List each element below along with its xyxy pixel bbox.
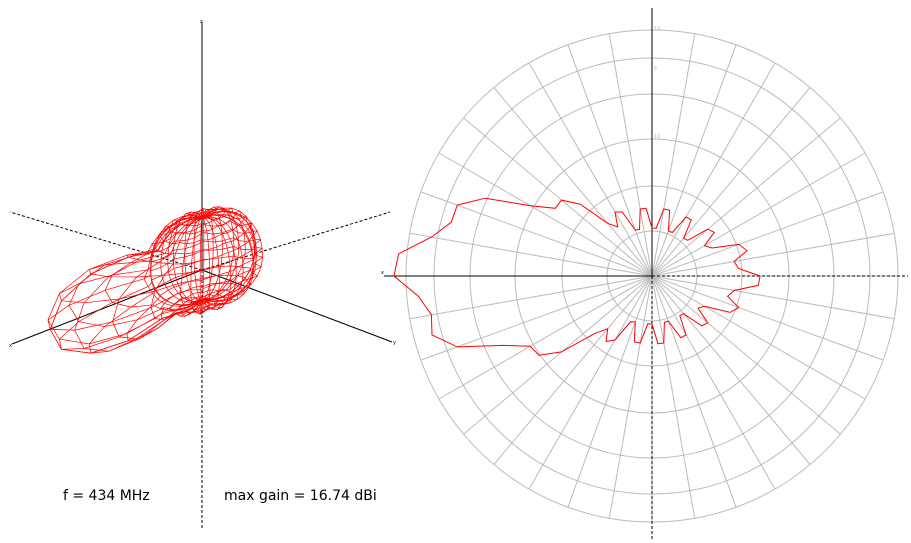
ring-label-outer: 10 xyxy=(654,26,660,32)
pattern-3d-mesh xyxy=(48,207,263,353)
polar-plot: x 10 5 10 xyxy=(381,8,908,540)
polar-radiation-pattern xyxy=(394,198,760,355)
ring-label-inner: 10 xyxy=(654,134,660,140)
ring-label-mid: 5 xyxy=(654,66,657,72)
max-gain-label: max gain = 16.74 dBi xyxy=(224,488,377,504)
y-axis-label: y xyxy=(393,340,396,346)
frequency-label: f = 434 MHz xyxy=(63,488,150,504)
x-axis-label: x xyxy=(9,343,12,349)
x-axis-dashed xyxy=(202,212,390,270)
polar-x-label: x xyxy=(381,270,384,276)
z-axis-label: z xyxy=(200,19,203,25)
x-axis-solid xyxy=(12,270,202,344)
mesh-line xyxy=(113,218,202,339)
pattern-3d-view: z x y xyxy=(9,19,396,530)
